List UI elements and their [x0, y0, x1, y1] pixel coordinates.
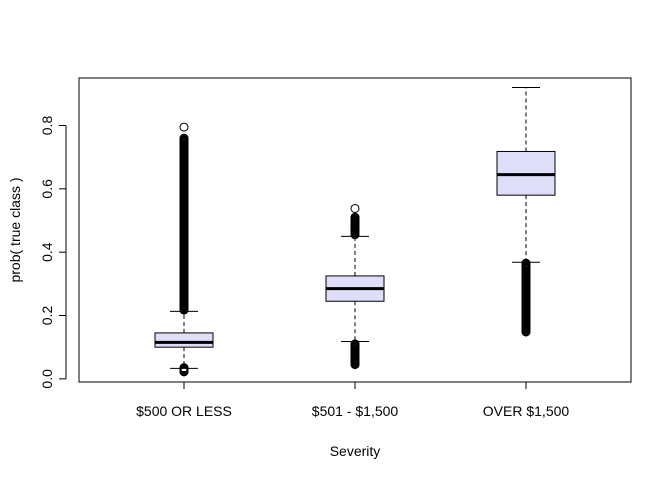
outlier-point — [521, 325, 531, 335]
x-tick-label: $501 - $1,500 — [312, 403, 399, 419]
box-group — [496, 87, 556, 337]
box-group — [154, 122, 214, 377]
outlier-point — [521, 288, 531, 298]
outlier-point — [350, 212, 360, 222]
outlier-point — [521, 307, 531, 317]
outlier-point — [521, 282, 531, 292]
outlier-point — [179, 247, 189, 257]
outlier-point — [179, 367, 189, 377]
outlier-point — [350, 360, 360, 370]
outlier-point — [179, 279, 189, 289]
y-tick-label: 0.2 — [39, 306, 55, 326]
outlier-point — [350, 225, 360, 235]
outlier-point — [179, 266, 189, 276]
outlier-point — [521, 263, 531, 273]
outlier-point — [179, 184, 189, 194]
outlier-point — [521, 301, 531, 311]
outlier-point — [350, 349, 360, 358]
outlier-point — [179, 269, 189, 279]
outlier-point — [521, 276, 531, 286]
outlier-point — [179, 155, 189, 165]
outlier-point — [521, 314, 531, 324]
y-axis-label: prob( true class ) — [7, 177, 23, 282]
outlier-point — [521, 327, 531, 337]
outlier-point — [350, 219, 360, 229]
outlier-point — [521, 295, 531, 305]
outlier-point — [350, 345, 360, 355]
y-tick-label: 0.4 — [39, 242, 55, 262]
y-tick-label: 0.8 — [39, 116, 55, 136]
x-axis: $500 OR LESS $501 - $1,500 OVER $1,500 — [136, 381, 570, 419]
outlier-point — [179, 257, 189, 267]
outlier-point — [179, 122, 189, 132]
y-tick-label: 0.6 — [39, 179, 55, 199]
box-iqr — [154, 332, 214, 348]
y-tick-label: 0.0 — [39, 369, 55, 389]
outlier-point — [521, 269, 531, 279]
outlier-point — [179, 295, 189, 305]
outlier-point — [521, 320, 531, 330]
box-group — [325, 203, 385, 370]
x-axis-label: Severity — [330, 443, 381, 459]
outlier-point — [179, 146, 189, 156]
outlier-point — [179, 288, 189, 298]
outlier-point — [350, 203, 360, 213]
outlier-point — [350, 216, 360, 225]
outlier-point — [179, 301, 189, 311]
x-tick-label: OVER $1,500 — [483, 403, 570, 419]
outlier-point — [179, 304, 189, 314]
outlier-point — [179, 168, 189, 178]
outlier-point — [350, 342, 360, 352]
x-tick-label: $500 OR LESS — [136, 403, 232, 419]
y-axis: 0.0 0.2 0.4 0.6 0.8 — [39, 116, 67, 389]
outlier-point — [179, 231, 189, 241]
outlier-point — [179, 216, 189, 225]
boxes-layer — [154, 87, 556, 377]
outlier-point — [350, 355, 360, 365]
outlier-point — [179, 200, 189, 210]
